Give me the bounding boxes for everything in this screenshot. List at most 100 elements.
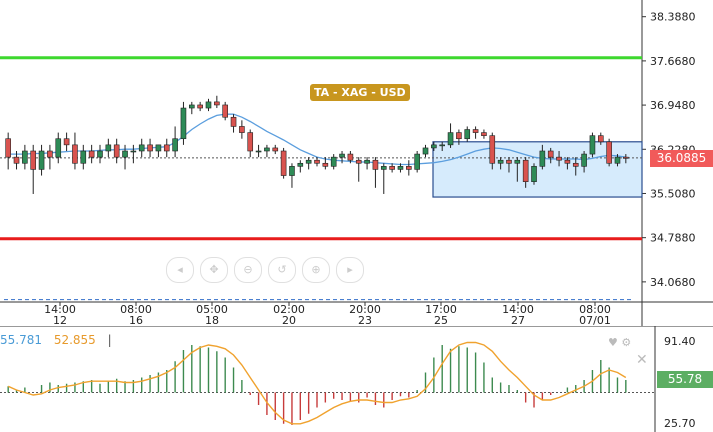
candle-body <box>522 159 529 182</box>
candle-body <box>22 150 28 164</box>
x-tick-date: 20 <box>282 314 296 326</box>
x-tick-time: 20:00 <box>349 303 381 316</box>
candle-body <box>339 153 345 158</box>
candle-body <box>506 159 512 164</box>
candle-body <box>589 135 596 155</box>
candle-body <box>147 144 153 152</box>
x-tick-date: 12 <box>53 314 67 326</box>
candle-body <box>414 153 420 170</box>
candle-body <box>205 101 212 109</box>
oscillator-chart: 91.40 25.70 <box>0 326 713 432</box>
candle-body <box>97 150 103 158</box>
candle-body <box>380 166 387 170</box>
candle-body <box>189 104 195 109</box>
candle-body <box>556 156 562 161</box>
y-tick-label: 34.0680 <box>650 276 696 289</box>
candle-body <box>272 147 279 152</box>
candle-body <box>514 159 521 164</box>
oscillator-legend: 55.781 52.855 | <box>0 333 112 347</box>
candle-body <box>355 159 362 164</box>
candle-body <box>163 144 170 152</box>
candle-body <box>63 138 70 146</box>
candle-body <box>531 166 537 182</box>
candle-body <box>431 144 437 149</box>
candle-body <box>130 150 137 153</box>
candle-body <box>180 107 187 140</box>
candle-body <box>606 141 612 164</box>
ta-instrument-label[interactable]: TA - XAG - USD <box>310 84 410 101</box>
x-tick-time: 08:00 <box>579 303 611 316</box>
candle-body <box>113 144 120 158</box>
candle-body <box>456 132 462 140</box>
oscillator-icons: ♥ ⚙ <box>608 336 631 349</box>
candle-body <box>30 150 37 170</box>
x-tick-date: 27 <box>511 314 525 326</box>
candle-body <box>13 156 20 164</box>
oscillator-value-1: 55.781 <box>0 333 42 347</box>
osc-tick-label: 91.40 <box>664 335 696 348</box>
candle-body <box>247 132 254 152</box>
candle-body <box>88 150 95 158</box>
candle-body <box>447 132 454 146</box>
candle-body <box>364 159 370 164</box>
candle-body <box>47 150 53 158</box>
osc-signal-line <box>7 341 627 425</box>
candle-body <box>122 150 128 158</box>
x-tick-time: 14:00 <box>44 303 76 316</box>
candle-body <box>264 147 270 152</box>
candle-body <box>464 129 471 140</box>
x-tick-time: 17:00 <box>425 303 457 316</box>
y-tick-label: 37.6680 <box>650 55 696 68</box>
candle-body <box>172 138 178 152</box>
y-tick-label: 36.9480 <box>650 99 696 112</box>
tool-3-icon[interactable]: ⊖ <box>234 257 262 283</box>
chart-toolbar: ◂ ✥ ⊖ ↺ ⊕ ▸ <box>166 257 364 283</box>
tool-1-icon[interactable]: ◂ <box>166 257 194 283</box>
tool-5-icon[interactable]: ⊕ <box>302 257 330 283</box>
candle-body <box>5 138 11 158</box>
candle-body <box>597 135 604 143</box>
tool-6-icon[interactable]: ▸ <box>336 257 364 283</box>
x-tick-date: 23 <box>358 314 372 326</box>
candle-body <box>481 132 487 136</box>
candle-body <box>38 150 45 170</box>
candle-body <box>547 150 554 158</box>
candle-body <box>55 138 62 158</box>
candle-body <box>80 150 87 164</box>
current-price-tag: 36.0885 <box>650 150 713 167</box>
candle-body <box>155 144 162 152</box>
oscillator-value-tag: 55.78 <box>657 371 713 388</box>
candle-body <box>305 159 312 164</box>
candle-body <box>489 135 496 164</box>
settings-icon[interactable]: ⚙ <box>621 336 632 349</box>
close-icon[interactable]: ✕ <box>636 352 648 368</box>
x-tick-date: 25 <box>434 314 448 326</box>
candle-body <box>289 166 295 176</box>
candle-body <box>372 159 379 170</box>
candle-body <box>539 150 546 167</box>
candle-body <box>406 166 412 170</box>
candle-body <box>614 156 621 164</box>
candle-body <box>347 153 354 161</box>
x-tick-time: 02:00 <box>273 303 305 316</box>
candle-body <box>314 159 320 164</box>
oscillator-value-2: 52.855 <box>53 333 96 347</box>
y-tick-label: 34.7880 <box>650 232 696 245</box>
candle-body <box>439 144 446 147</box>
tool-4-icon[interactable]: ↺ <box>268 257 296 283</box>
candle-body <box>572 162 579 167</box>
candle-body <box>230 116 237 127</box>
x-tick-time: 08:00 <box>120 303 152 316</box>
tool-2-icon[interactable]: ✥ <box>200 257 228 283</box>
candle-body <box>397 166 404 170</box>
heart-icon[interactable]: ♥ <box>608 336 618 349</box>
candle-body <box>72 144 78 164</box>
candle-body <box>105 144 112 152</box>
x-tick-date: 18 <box>205 314 219 326</box>
candle-body <box>214 101 220 106</box>
candle-body <box>497 159 504 164</box>
candle-body <box>239 126 245 133</box>
candle-body <box>255 150 262 153</box>
candle-body <box>280 150 287 176</box>
y-tick-label: 38.3880 <box>650 11 696 24</box>
